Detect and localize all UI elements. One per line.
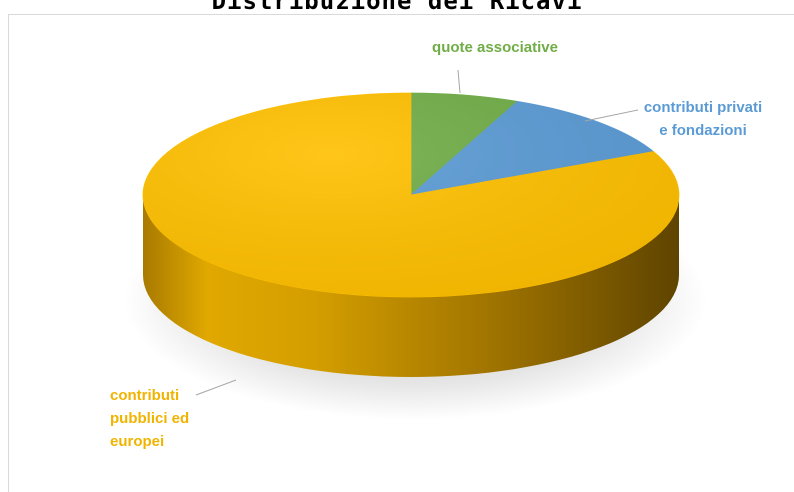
pie-top-highlight xyxy=(143,93,679,297)
pie-side-wall xyxy=(143,195,679,377)
chart-title: Distribuzione dei Ricavi xyxy=(211,0,583,15)
slice-label: quote associative xyxy=(432,39,558,56)
leader-line xyxy=(195,379,237,396)
leader-line xyxy=(457,69,461,94)
slice-label: contributi pubblici ed europei xyxy=(110,387,189,450)
leader-line xyxy=(584,109,639,122)
slice-label: contributi privati e fondazioni xyxy=(644,99,762,139)
chart-frame xyxy=(8,14,794,492)
